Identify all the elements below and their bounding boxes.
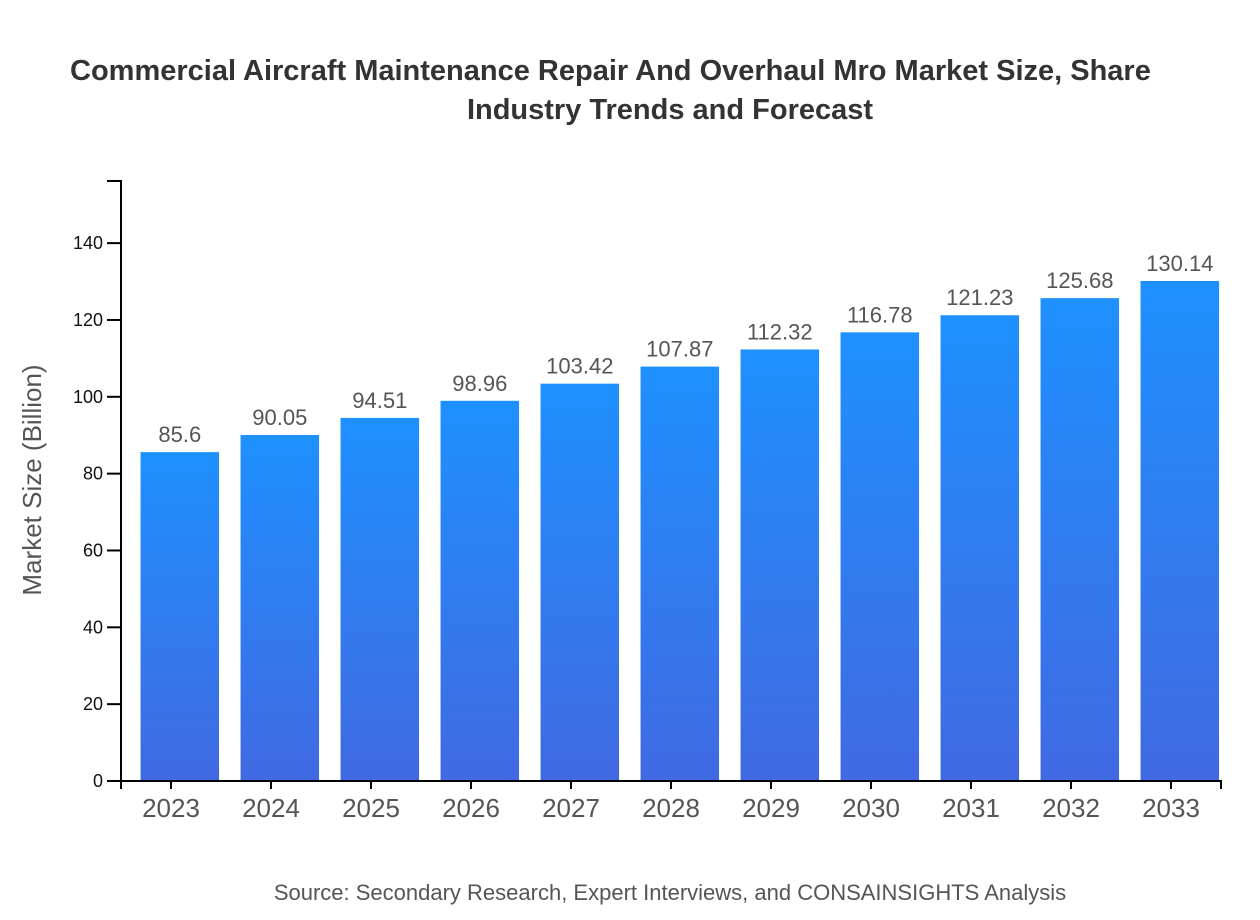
bar-2024: [240, 435, 320, 781]
x-tick-label-2031: 2031: [942, 793, 1000, 823]
data-labels: 85.6 90.05 94.51 98.96 103.42 107.87 112.32 116…: [158, 251, 1213, 447]
y-tick-label-120: 120: [73, 310, 103, 330]
x-axis: 2023 2024 2025 2026 2027 2028 2029 2030 2031 2032…: [120, 780, 1222, 823]
x-tick-label-2027: 2027: [542, 793, 600, 823]
y-tick-label-140: 140: [73, 233, 103, 253]
data-label-2028: 107.87: [646, 337, 713, 362]
y-tick-label-40: 40: [83, 617, 103, 637]
x-tick-label-2023: 2023: [142, 793, 200, 823]
data-label-2030: 116.78: [847, 302, 913, 327]
data-label-2032: 125.68: [1046, 268, 1113, 293]
x-tick-label-2024: 2024: [242, 793, 300, 823]
bar-2033: [1140, 281, 1220, 781]
data-label-2025: 94.51: [352, 388, 407, 413]
x-tick-label-2030: 2030: [842, 793, 900, 823]
bars: [140, 281, 1220, 781]
x-tick-label-2026: 2026: [442, 793, 500, 823]
bar-2031: [940, 315, 1020, 781]
x-tick-label-2033: 2033: [1142, 793, 1200, 823]
y-tick-label-60: 60: [83, 540, 103, 560]
bar-2027: [540, 383, 620, 781]
chart-title-line-2: Industry Trends and Forecast: [467, 94, 873, 126]
data-label-2023: 85.6: [158, 422, 201, 447]
y-axis-line: [107, 180, 122, 782]
x-tick-label-2032: 2032: [1042, 793, 1100, 823]
source-note: Source: Secondary Research, Expert Inter…: [274, 880, 1066, 905]
y-tick-label-80: 80: [83, 464, 103, 484]
bar-2028: [640, 366, 720, 781]
x-tick-label-2028: 2028: [642, 793, 700, 823]
data-label-2027: 103.42: [546, 354, 613, 379]
data-label-2029: 112.32: [747, 319, 813, 344]
y-axis-label: Market Size (Billion): [17, 364, 47, 595]
data-label-2033: 130.14: [1146, 251, 1213, 276]
bar-2029: [740, 349, 820, 781]
data-label-2026: 98.96: [452, 371, 507, 396]
bar-2032: [1040, 298, 1120, 781]
y-tick-label-100: 100: [73, 387, 103, 407]
y-axis: 0 20 40 60 80 100 120 140: [73, 180, 122, 791]
y-tick-label-0: 0: [93, 771, 103, 791]
x-tick-label-2025: 2025: [342, 793, 400, 823]
data-label-2031: 121.23: [946, 285, 1013, 310]
bar-2025: [340, 417, 420, 781]
x-tick-label-2029: 2029: [742, 793, 800, 823]
bar-2023: [140, 452, 220, 781]
data-label-2024: 90.05: [252, 405, 307, 430]
y-tick-label-20: 20: [83, 694, 103, 714]
x-axis-line: [120, 780, 1222, 789]
bar-2030: [840, 332, 920, 781]
bar-2026: [440, 400, 520, 781]
chart-title-line-1: Commercial Aircraft Maintenance Repair A…: [70, 55, 1151, 87]
